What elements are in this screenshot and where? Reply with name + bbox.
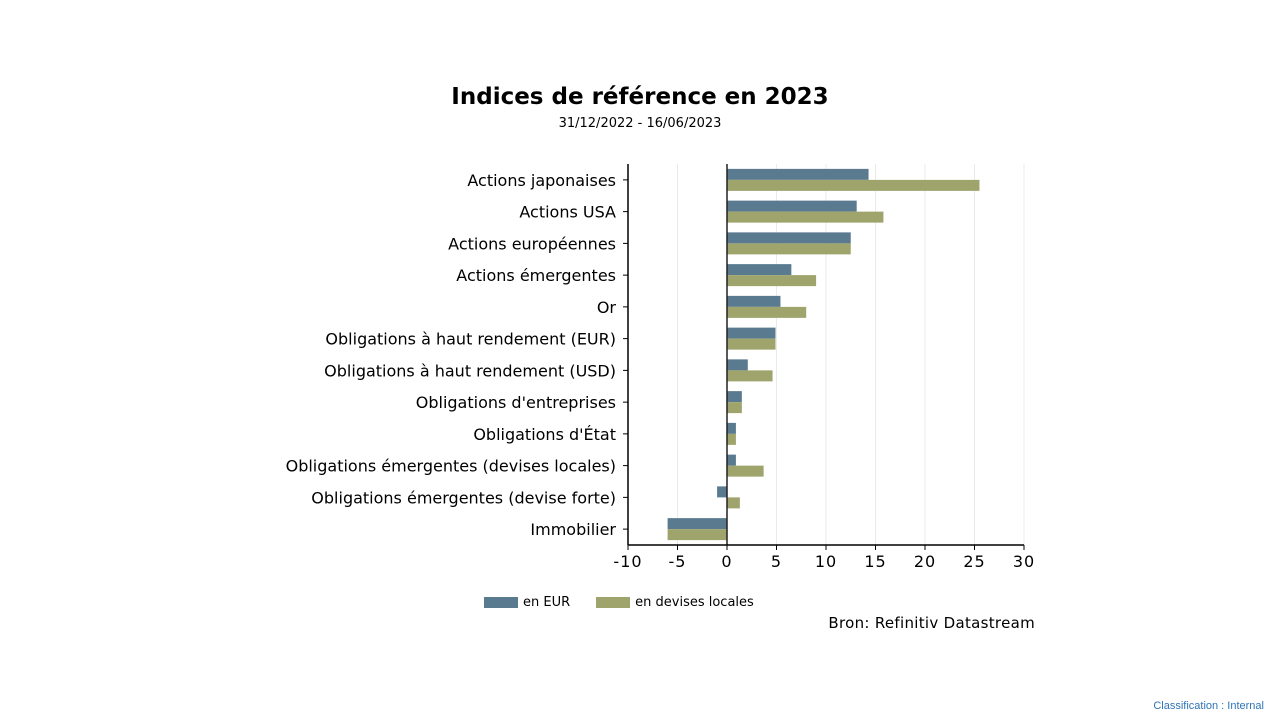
bar-local (727, 243, 851, 255)
legend-swatch-eur (484, 596, 518, 608)
legend-item-local: en devises locales (596, 595, 754, 610)
bar-local (727, 179, 980, 191)
category-label: Obligations à haut rendement (EUR) (325, 330, 616, 349)
bar-local (727, 306, 807, 318)
classification-label: Classification : Internal (1153, 700, 1264, 712)
category-label: Obligations émergentes (devises locales) (286, 457, 616, 476)
bar-local (727, 211, 884, 223)
bar-eur (727, 232, 851, 244)
category-label: Obligations à haut rendement (USD) (324, 361, 616, 380)
x-tick-label: 20 (914, 552, 936, 571)
legend-label-local: en devises locales (635, 594, 754, 610)
bar-eur (727, 168, 869, 180)
source-note: Bron: Refinitiv Datastream (828, 614, 1035, 632)
category-label: Or (597, 298, 617, 317)
category-label: Actions européennes (448, 234, 616, 253)
bar-local (727, 465, 764, 477)
legend-item-eur: en EUR (484, 595, 570, 610)
x-tick-label: -10 (613, 552, 642, 571)
bar-eur (727, 391, 742, 403)
bar-local (727, 275, 817, 287)
bar-local (727, 433, 736, 445)
x-tick-label: 10 (815, 552, 837, 571)
bar-eur (727, 264, 792, 276)
category-label: Obligations d'entreprises (416, 393, 616, 412)
legend-label-eur: en EUR (523, 594, 571, 610)
bar-local (727, 370, 773, 382)
bar-eur (727, 454, 736, 466)
bar-local (727, 402, 742, 414)
x-tick-label: 25 (963, 552, 985, 571)
x-tick-label: 5 (771, 552, 782, 571)
chart-legend: en EUR en devises locales (484, 592, 780, 612)
category-label: Immobilier (530, 520, 616, 539)
bar-eur (727, 295, 781, 307)
legend-swatch-local (596, 596, 631, 608)
x-tick-label: 30 (1013, 552, 1035, 571)
category-label: Obligations d'État (473, 425, 616, 444)
category-label: Actions émergentes (456, 266, 616, 285)
bar-local (727, 497, 740, 509)
x-tick-label: 15 (864, 552, 886, 571)
bar-eur (727, 327, 776, 339)
x-tick-label: 0 (721, 552, 732, 571)
bar-eur (717, 486, 727, 498)
x-tick-label: -5 (669, 552, 687, 571)
bar-local (667, 529, 727, 541)
chart-subtitle: 31/12/2022 - 16/06/2023 (558, 116, 722, 131)
bar-eur (727, 422, 736, 434)
chart-title: Indices de référence en 2023 (451, 84, 829, 110)
bar-eur (727, 359, 748, 371)
category-label: Actions japonaises (467, 171, 616, 190)
category-label: Obligations émergentes (devise forte) (311, 488, 616, 507)
bar-local (727, 338, 776, 350)
bar-eur (727, 200, 857, 212)
bar-eur (667, 518, 727, 530)
category-label: Actions USA (519, 203, 616, 222)
